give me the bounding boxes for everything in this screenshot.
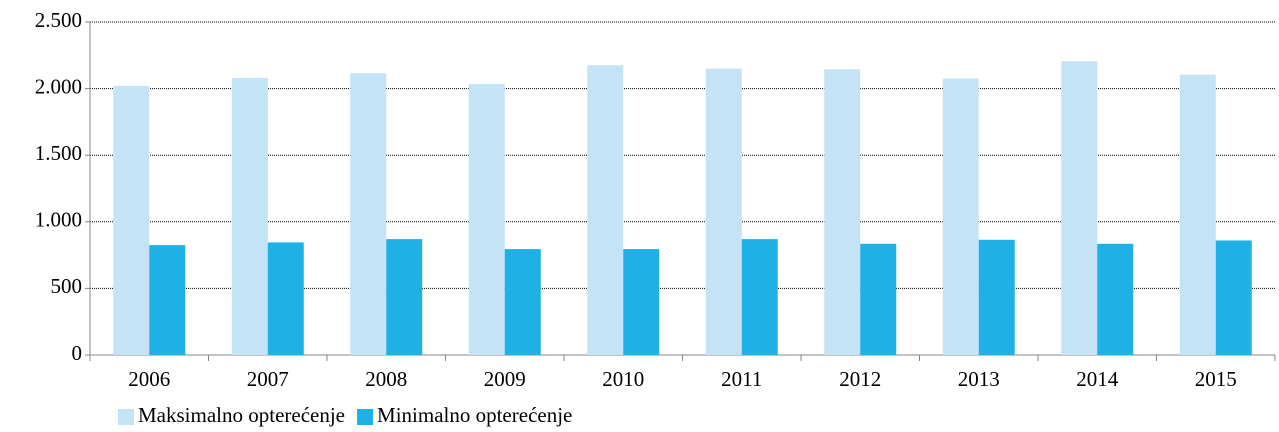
legend-swatch bbox=[118, 409, 134, 425]
bar bbox=[113, 85, 150, 355]
x-tick-label: 2012 bbox=[839, 367, 881, 391]
bar bbox=[1179, 74, 1216, 355]
bar bbox=[350, 73, 387, 356]
bar bbox=[468, 83, 505, 356]
x-tick-label: 2009 bbox=[484, 367, 526, 391]
bar bbox=[705, 68, 742, 356]
x-tick-label: 2007 bbox=[247, 367, 289, 391]
y-tick-label: 1.000 bbox=[35, 208, 82, 232]
bar bbox=[741, 239, 778, 355]
bar bbox=[231, 77, 268, 355]
x-tick-label: 2013 bbox=[958, 367, 1000, 391]
x-tick-label: 2015 bbox=[1195, 367, 1237, 391]
y-tick-label: 2.000 bbox=[35, 74, 82, 98]
bar bbox=[1097, 243, 1134, 355]
bar bbox=[386, 239, 423, 355]
bar bbox=[623, 249, 660, 355]
y-tick-label: 2.500 bbox=[35, 8, 82, 32]
bar bbox=[587, 65, 624, 355]
x-tick-label: 2008 bbox=[365, 367, 407, 391]
x-tick-label: 2006 bbox=[128, 367, 170, 391]
bar bbox=[942, 78, 979, 356]
legend-label: Minimalno opterećenje bbox=[377, 403, 572, 427]
bar bbox=[267, 242, 304, 355]
bar bbox=[1061, 61, 1098, 355]
x-tick-label: 2010 bbox=[602, 367, 644, 391]
x-tick-label: 2014 bbox=[1076, 367, 1119, 391]
bar bbox=[978, 239, 1015, 355]
y-tick-label: 500 bbox=[51, 274, 83, 298]
bar bbox=[824, 69, 861, 355]
legend-label: Maksimalno opterećenje bbox=[138, 403, 345, 427]
y-tick-label: 0 bbox=[72, 341, 83, 365]
bar bbox=[1215, 240, 1252, 355]
bar bbox=[504, 249, 541, 355]
bar bbox=[149, 245, 186, 355]
y-tick-label: 1.500 bbox=[35, 141, 82, 165]
bar bbox=[860, 243, 897, 355]
legend-swatch bbox=[357, 409, 374, 425]
x-tick-label: 2011 bbox=[721, 367, 762, 391]
